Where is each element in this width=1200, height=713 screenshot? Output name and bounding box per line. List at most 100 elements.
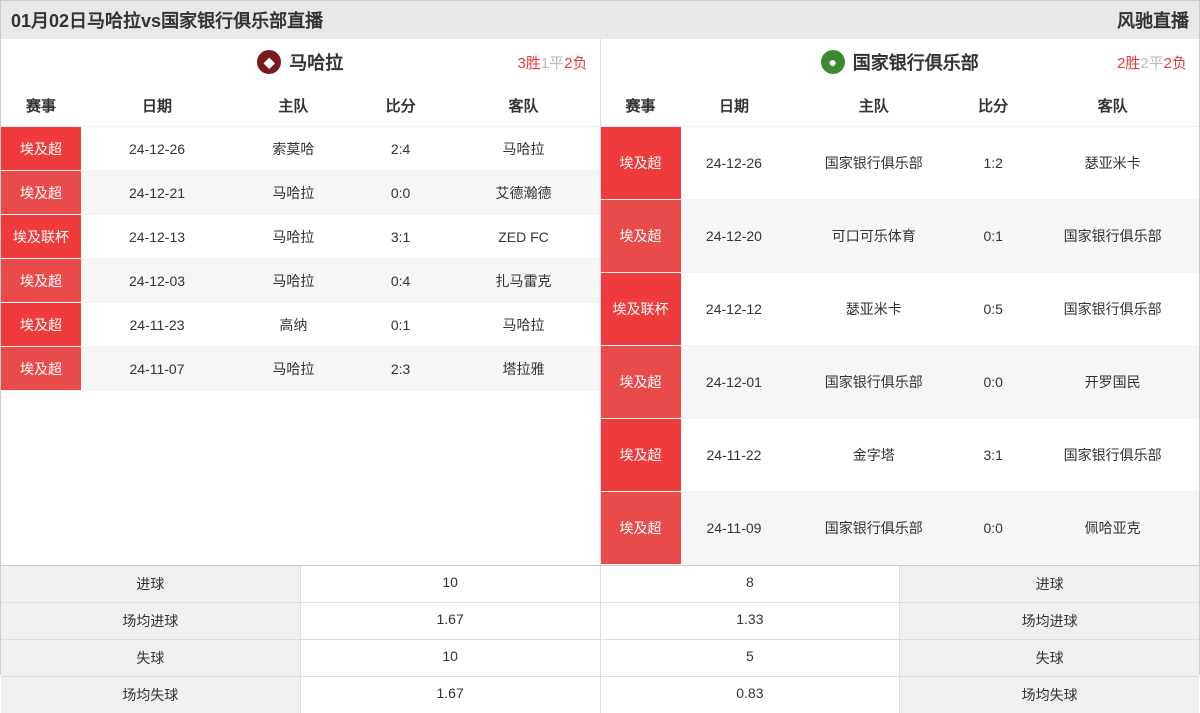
stats-label-conceded-l: 失球 [1, 640, 301, 676]
cell-away: 扎马雷克 [448, 259, 600, 303]
cell-away: 开罗国民 [1026, 346, 1199, 419]
stats-right-conceded: 5 [601, 640, 901, 676]
cell-comp: 埃及超 [1, 259, 81, 303]
cell-away: 马哈拉 [448, 127, 600, 171]
cell-date: 24-12-01 [681, 346, 788, 419]
right-record-loss: 2负 [1164, 55, 1187, 72]
cell-home: 国家银行俱乐部 [787, 492, 960, 565]
stats-table: 进球 10 8 进球 场均进球 1.67 1.33 场均进球 失球 10 5 失… [1, 565, 1199, 713]
table-row[interactable]: 埃及联杯24-12-13马哈拉3:1ZED FC [1, 215, 600, 259]
main-area: ◆ 马哈拉 3胜1平2负 赛事 日期 主队 比分 客队 埃及超24-12-26索… [1, 39, 1199, 565]
right-team-record: 2胜2平2负 [1117, 52, 1187, 73]
cell-home: 高纳 [233, 303, 354, 347]
stats-left-avggoals: 1.67 [301, 603, 601, 639]
stats-label-avgconceded-l: 场均失球 [1, 677, 301, 713]
cell-comp: 埃及联杯 [1, 215, 81, 259]
table-row[interactable]: 埃及超24-11-23高纳0:1马哈拉 [1, 303, 600, 347]
cell-score: 0:0 [960, 346, 1026, 419]
stats-label-conceded-r: 失球 [900, 640, 1199, 676]
cell-comp: 埃及超 [1, 347, 81, 391]
left-team-record: 3胜1平2负 [517, 52, 587, 73]
cell-date: 24-12-26 [81, 127, 233, 171]
cell-away: 马哈拉 [448, 303, 600, 347]
right-record-draw: 2平 [1140, 55, 1163, 72]
table-row[interactable]: 埃及超24-11-22金字塔3:1国家银行俱乐部 [601, 419, 1200, 492]
cell-home: 马哈拉 [233, 347, 354, 391]
cell-date: 24-12-12 [681, 273, 788, 346]
col-home: 主队 [233, 85, 354, 127]
cell-comp: 埃及超 [1, 171, 81, 215]
col-home: 主队 [787, 85, 960, 127]
stats-label-avggoals-l: 场均进球 [1, 603, 301, 639]
cell-score: 0:0 [354, 171, 448, 215]
stats-row-goals: 进球 10 8 进球 [1, 566, 1199, 603]
cell-away: 瑟亚米卡 [1026, 127, 1199, 200]
cell-away: 国家银行俱乐部 [1026, 200, 1199, 273]
cell-score: 2:4 [354, 127, 448, 171]
table-row[interactable]: 埃及超24-12-01国家银行俱乐部0:0开罗国民 [601, 346, 1200, 419]
col-comp: 赛事 [601, 85, 681, 127]
cell-away: 佩哈亚克 [1026, 492, 1199, 565]
page: 01月02日马哈拉vs国家银行俱乐部直播 风驰直播 ◆ 马哈拉 3胜1平2负 赛… [0, 0, 1200, 675]
right-panel: ● 国家银行俱乐部 2胜2平2负 赛事 日期 主队 比分 客队 埃及超24-12… [601, 39, 1200, 565]
left-record-draw: 1平 [541, 55, 564, 72]
left-team-name: 马哈拉 [289, 49, 343, 75]
table-row[interactable]: 埃及联杯24-12-12瑟亚米卡0:5国家银行俱乐部 [601, 273, 1200, 346]
right-team-header: ● 国家银行俱乐部 2胜2平2负 [601, 39, 1200, 85]
cell-date: 24-11-07 [81, 347, 233, 391]
stats-right-avggoals: 1.33 [601, 603, 901, 639]
cell-score: 1:2 [960, 127, 1026, 200]
cell-home: 马哈拉 [233, 259, 354, 303]
right-team-logo-icon: ● [821, 50, 845, 74]
col-comp: 赛事 [1, 85, 81, 127]
cell-score: 0:1 [354, 303, 448, 347]
cell-home: 瑟亚米卡 [787, 273, 960, 346]
left-team-logo-icon: ◆ [257, 50, 281, 74]
cell-home: 马哈拉 [233, 171, 354, 215]
stats-left-conceded: 10 [301, 640, 601, 676]
cell-score: 0:5 [960, 273, 1026, 346]
cell-comp: 埃及超 [601, 492, 681, 565]
cell-date: 24-12-13 [81, 215, 233, 259]
stats-label-avgconceded-r: 场均失球 [900, 677, 1199, 713]
table-row[interactable]: 埃及超24-12-21马哈拉0:0艾德瀚德 [1, 171, 600, 215]
table-row[interactable]: 埃及超24-11-09国家银行俱乐部0:0佩哈亚克 [601, 492, 1200, 565]
table-row[interactable]: 埃及超24-12-26国家银行俱乐部1:2瑟亚米卡 [601, 127, 1200, 200]
cell-score: 0:4 [354, 259, 448, 303]
table-row[interactable]: 埃及超24-12-20可口可乐体育0:1国家银行俱乐部 [601, 200, 1200, 273]
cell-score: 0:0 [960, 492, 1026, 565]
table-row[interactable]: 埃及超24-11-07马哈拉2:3塔拉雅 [1, 347, 600, 391]
stats-row-conceded: 失球 10 5 失球 [1, 640, 1199, 677]
cell-date: 24-12-03 [81, 259, 233, 303]
table-row[interactable]: 埃及超24-12-26索莫哈2:4马哈拉 [1, 127, 600, 171]
cell-home: 马哈拉 [233, 215, 354, 259]
cell-comp: 埃及超 [1, 303, 81, 347]
right-record-win: 2胜 [1117, 55, 1140, 72]
cell-home: 国家银行俱乐部 [787, 127, 960, 200]
cell-away: 艾德瀚德 [448, 171, 600, 215]
left-table-header-row: 赛事 日期 主队 比分 客队 [1, 85, 600, 127]
col-date: 日期 [81, 85, 233, 127]
left-matches-table: 赛事 日期 主队 比分 客队 埃及超24-12-26索莫哈2:4马哈拉埃及超24… [1, 85, 600, 391]
cell-comp: 埃及超 [1, 127, 81, 171]
table-row[interactable]: 埃及超24-12-03马哈拉0:4扎马雷克 [1, 259, 600, 303]
left-team-header: ◆ 马哈拉 3胜1平2负 [1, 39, 600, 85]
right-team-name: 国家银行俱乐部 [853, 49, 979, 75]
cell-away: 国家银行俱乐部 [1026, 419, 1199, 492]
stats-row-avg-conceded: 场均失球 1.67 0.83 场均失球 [1, 677, 1199, 713]
col-date: 日期 [681, 85, 788, 127]
stats-label-goals-l: 进球 [1, 566, 301, 602]
stats-label-avggoals-r: 场均进球 [900, 603, 1199, 639]
cell-comp: 埃及超 [601, 346, 681, 419]
cell-home: 索莫哈 [233, 127, 354, 171]
brand-name: 风驰直播 [1117, 7, 1189, 33]
cell-date: 24-11-23 [81, 303, 233, 347]
cell-date: 24-12-26 [681, 127, 788, 200]
cell-comp: 埃及超 [601, 200, 681, 273]
col-score: 比分 [354, 85, 448, 127]
left-record-win: 3胜 [517, 55, 540, 72]
col-away: 客队 [1026, 85, 1199, 127]
stats-left-avgconceded: 1.67 [301, 677, 601, 713]
col-away: 客队 [448, 85, 600, 127]
cell-score: 3:1 [354, 215, 448, 259]
